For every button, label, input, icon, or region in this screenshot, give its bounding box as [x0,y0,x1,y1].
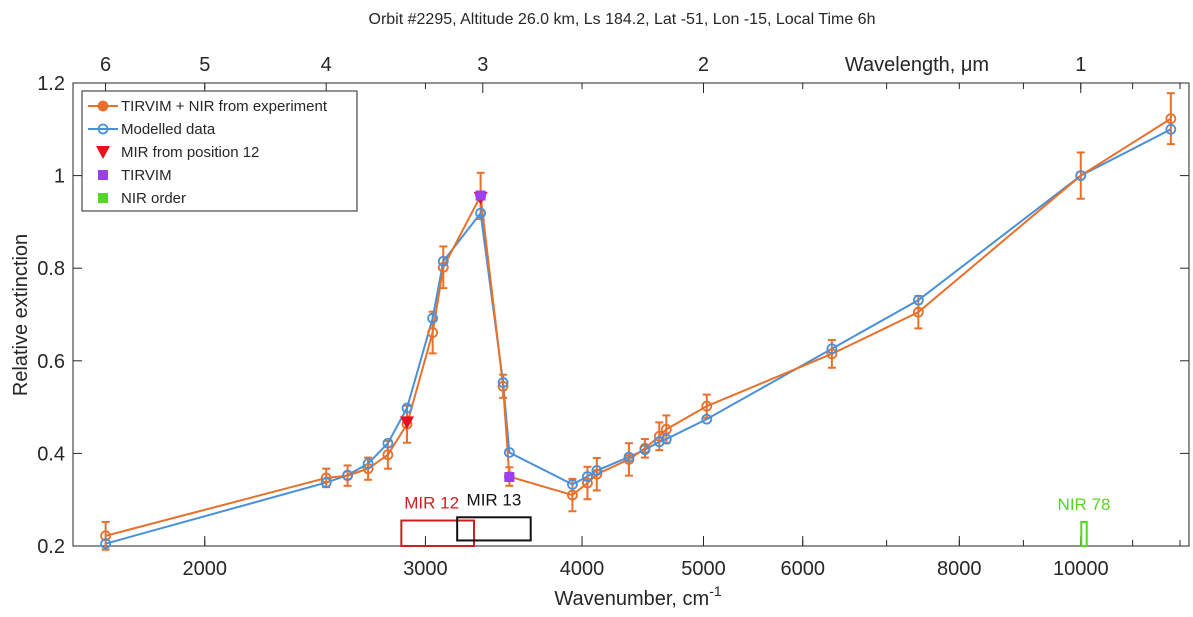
window-box [456,516,532,542]
modelled-point [362,458,374,469]
x-axis-title: Wavenumber, cm-1 [554,583,722,610]
x-tick-label: 3000 [403,558,448,580]
experiment-point [497,380,509,392]
chart-title: Orbit #2295, Altitude 26.0 km, Ls 184.2,… [369,11,876,28]
y-tick-label: 0.4 [37,443,65,465]
y-tick-label: 0.2 [37,536,65,558]
experiment-point [362,463,374,475]
modelled-point [582,471,593,482]
x-tick-label: 10000 [1053,558,1109,580]
legend: TIRVIM + NIR from experiment Modelled dat… [81,90,358,212]
legend-marker [97,100,109,112]
legend-marker [98,170,108,180]
series-lines [105,117,1172,545]
modelled-point [653,436,665,448]
modelled-point [497,377,509,388]
legend-label: MIR from position 12 [121,144,259,161]
experiment-point [826,348,838,360]
modelled-point [826,343,838,355]
legend-label: TIRVIM [121,167,172,184]
top-tick-label: 6 [100,54,111,76]
modelled-point [623,451,635,463]
modelled-point [1075,170,1087,182]
modelled-point [701,413,713,425]
experiment-point [582,477,593,489]
window-box [1080,520,1088,548]
top-tick-label: 5 [199,54,210,76]
modelled-point [100,538,112,550]
experiment-point [701,400,713,412]
experiment-point [320,472,332,484]
modelled-point [342,469,353,481]
top-axis-ticks: 6 5 4 3 2 1 [100,54,1086,93]
top-tick-label: 4 [321,54,332,76]
y-axis-title: Relative extinction [10,234,32,396]
experiment-point [100,530,112,542]
experiment-point [653,430,665,442]
modelled-point [1165,123,1177,135]
legend-marker [96,146,110,159]
modelled-point [639,444,651,456]
y-axis-ticks: 0.2 0.4 0.6 0.8 1 1.2 [37,73,1189,558]
plot-axes [72,82,1190,547]
legend-label: Modelled data [121,121,216,138]
legend-label: NIR order [121,190,186,207]
experiment-point [382,449,394,461]
window-box [400,519,476,547]
modelled-point [382,437,394,449]
experiment-point [427,327,439,338]
legend-marker [97,123,109,135]
modelled-point [660,433,672,445]
modelled-point [401,402,413,414]
y-tick-label: 0.8 [37,258,65,280]
experiment-point [437,261,449,273]
window-label: MIR 13 [467,490,522,509]
modelled-point [591,465,603,476]
tirvim-point [504,472,515,483]
window-label: MIR 12 [404,494,459,513]
modelled-line [105,128,1172,545]
window-label: NIR 78 [1058,495,1111,514]
top-axis-title: Wavelength, μm [845,54,989,76]
modelled-point [567,479,578,490]
modelled-point [503,447,515,458]
y-tick-label: 1 [54,166,65,188]
legend-marker [98,193,108,203]
experiment-point [1165,113,1177,125]
series-markers [100,113,1177,550]
modelled-point [427,312,439,324]
experiment-point [912,306,924,318]
modelled-point [437,255,449,267]
experiment-point [567,489,578,501]
window-annotations: MIR 12 MIR 13 NIR 78 [400,490,1111,548]
plot-frame [72,82,1190,547]
modelled-point [912,294,924,306]
modelled-point [320,477,332,488]
x-tick-label: 6000 [780,558,825,580]
x-tick-label: 2000 [183,558,228,580]
modelled-point [475,207,487,219]
y-tick-label: 1.2 [37,73,65,95]
legend-box [81,90,358,212]
mir-point [399,416,414,430]
tirvim-point [475,190,486,201]
x-tick-label: 4000 [560,558,605,580]
x-tick-label: 8000 [937,558,982,580]
experiment-line [105,117,1172,537]
x-axis-title-superscript: -1 [709,583,722,599]
x-axis-ticks: 2000 3000 4000 5000 6000 8000 10000 [183,83,1181,580]
top-tick-label: 2 [698,54,709,76]
top-tick-label: 1 [1075,54,1086,76]
y-tick-label: 0.6 [37,351,65,373]
x-tick-label: 5000 [681,558,726,580]
top-tick-label: 3 [477,54,488,76]
legend-label: TIRVIM + NIR from experiment [121,98,328,115]
